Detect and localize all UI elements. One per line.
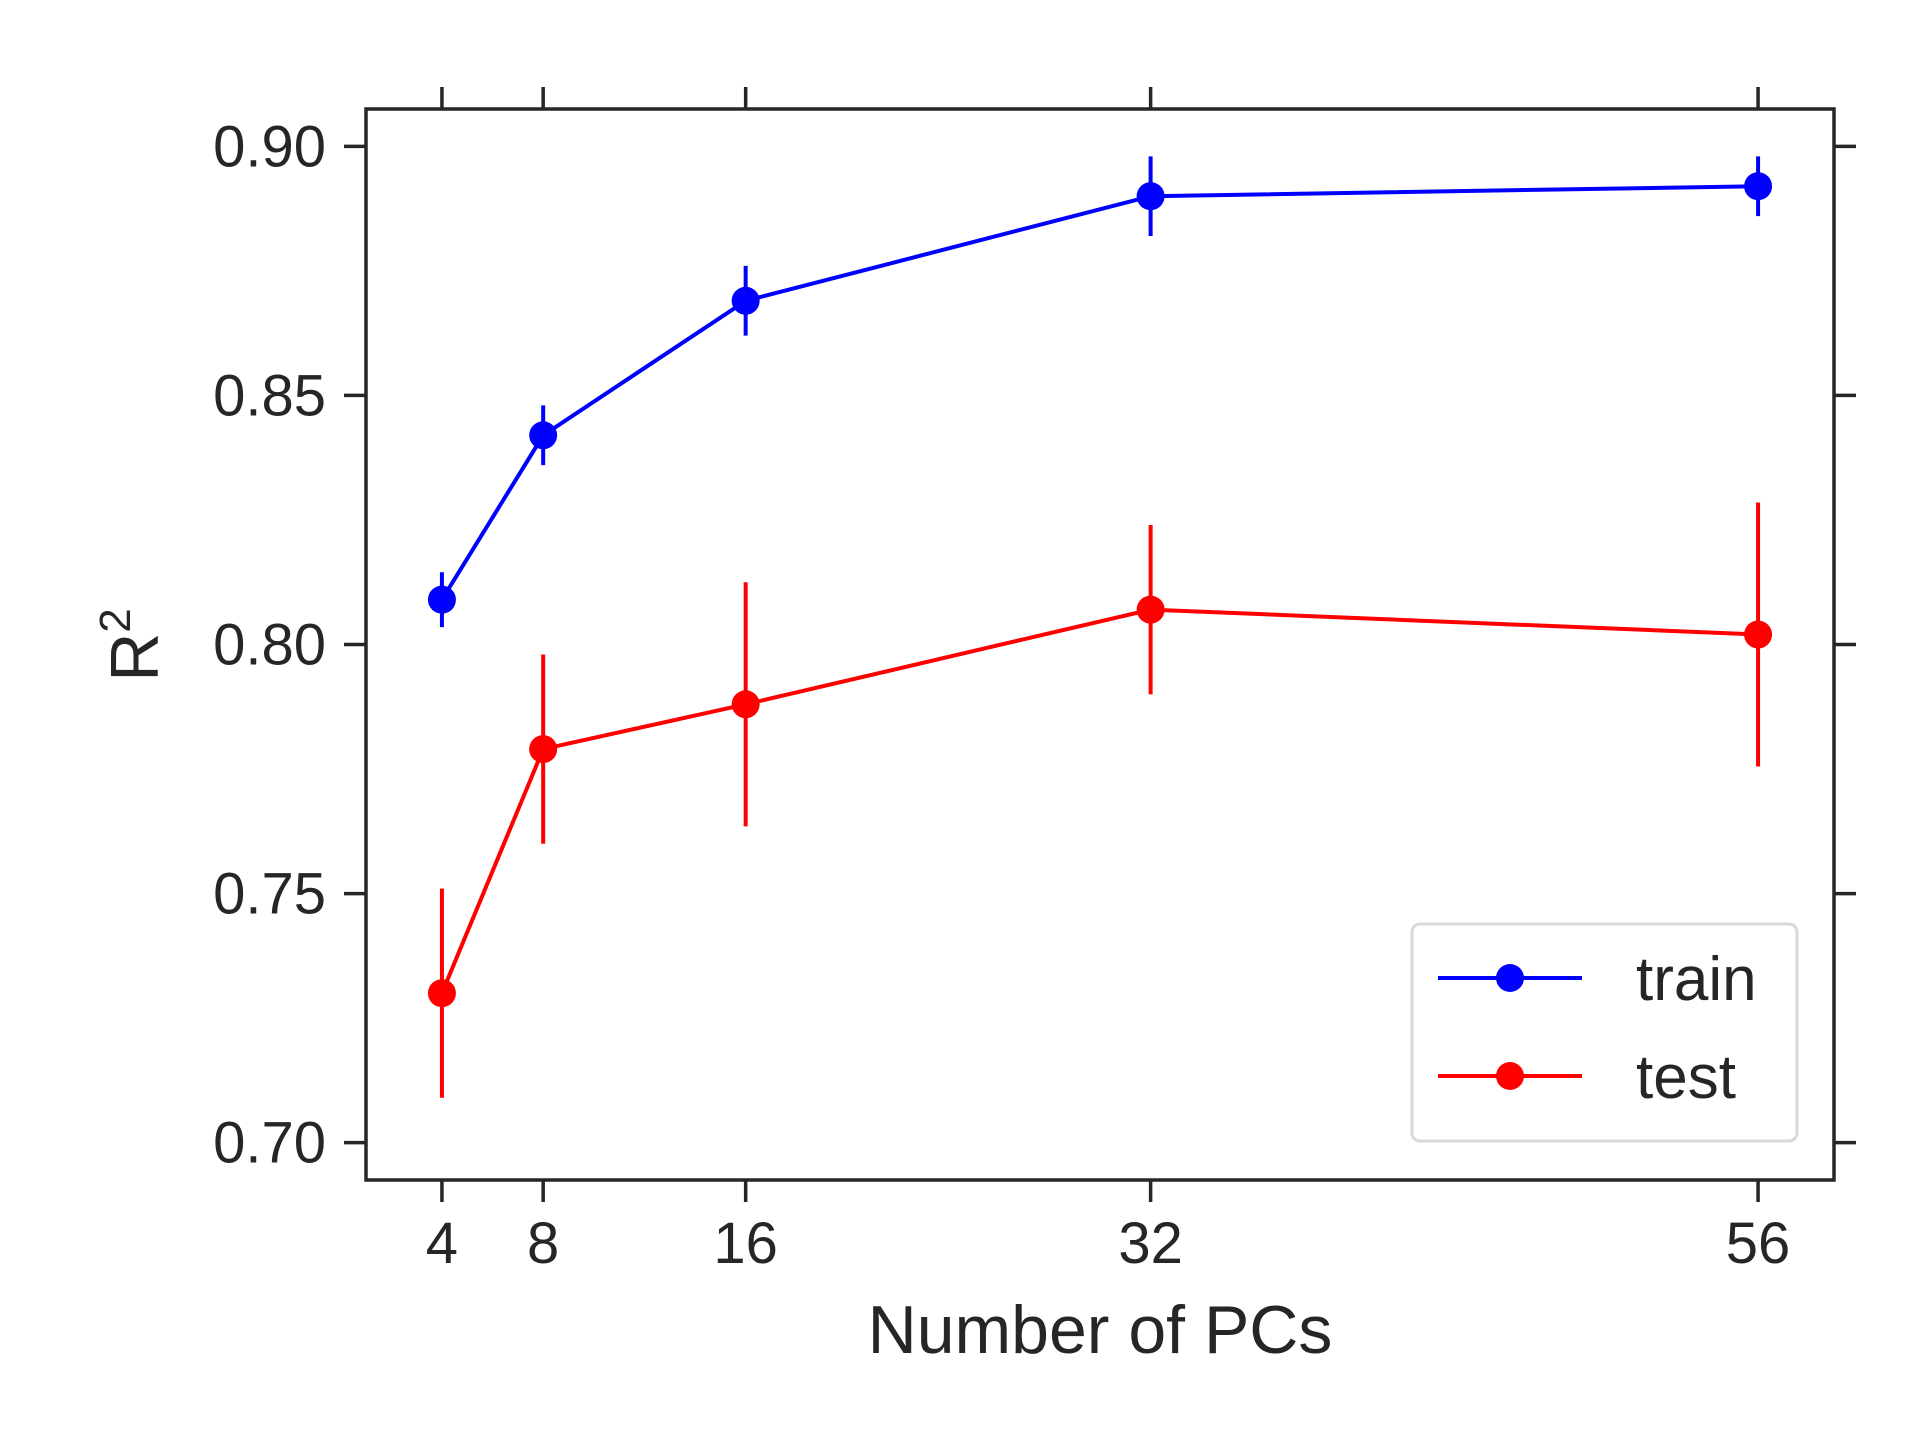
y-tick-label: 0.90 [213, 114, 326, 179]
data-point-train [1744, 172, 1773, 201]
data-point-test [529, 735, 558, 764]
data-point-test [731, 690, 760, 719]
x-axis-title: Number of PCs [868, 1292, 1333, 1368]
legend: train test [1410, 922, 1799, 1143]
y-axis: 0.70 0.75 0.80 0.85 0.90 [213, 114, 1856, 1176]
data-point-train [731, 286, 760, 315]
x-axis: 4 8 16 32 56 [426, 87, 1791, 1276]
y-tick-label: 0.85 [213, 363, 326, 428]
x-tick-label: 32 [1118, 1211, 1183, 1276]
data-point-test [427, 979, 456, 1008]
y-axis-title: R2 [91, 608, 173, 682]
series-layer [427, 156, 1773, 1098]
x-tick-label: 8 [527, 1211, 559, 1276]
legend-marker-train [1496, 964, 1524, 992]
svg-text:R2: R2 [91, 608, 173, 682]
x-tick-label: 56 [1726, 1211, 1791, 1276]
y-tick-label: 0.75 [213, 862, 326, 927]
data-point-train [529, 421, 558, 450]
legend-label-test: test [1636, 1043, 1736, 1112]
series-line-train [440, 184, 1759, 601]
data-point-train [427, 585, 456, 614]
data-point-test [1136, 595, 1165, 624]
x-tick-label: 16 [713, 1211, 778, 1276]
y-tick-label: 0.70 [213, 1111, 326, 1176]
legend-marker-test [1496, 1062, 1524, 1090]
legend-label-train: train [1636, 945, 1757, 1014]
data-point-test [1744, 620, 1773, 649]
y-axis-title-base: R [97, 633, 173, 682]
y-tick-label: 0.80 [213, 613, 326, 678]
x-tick-label: 4 [426, 1211, 458, 1276]
y-axis-title-superscript: 2 [91, 608, 140, 632]
data-point-train [1136, 182, 1165, 211]
